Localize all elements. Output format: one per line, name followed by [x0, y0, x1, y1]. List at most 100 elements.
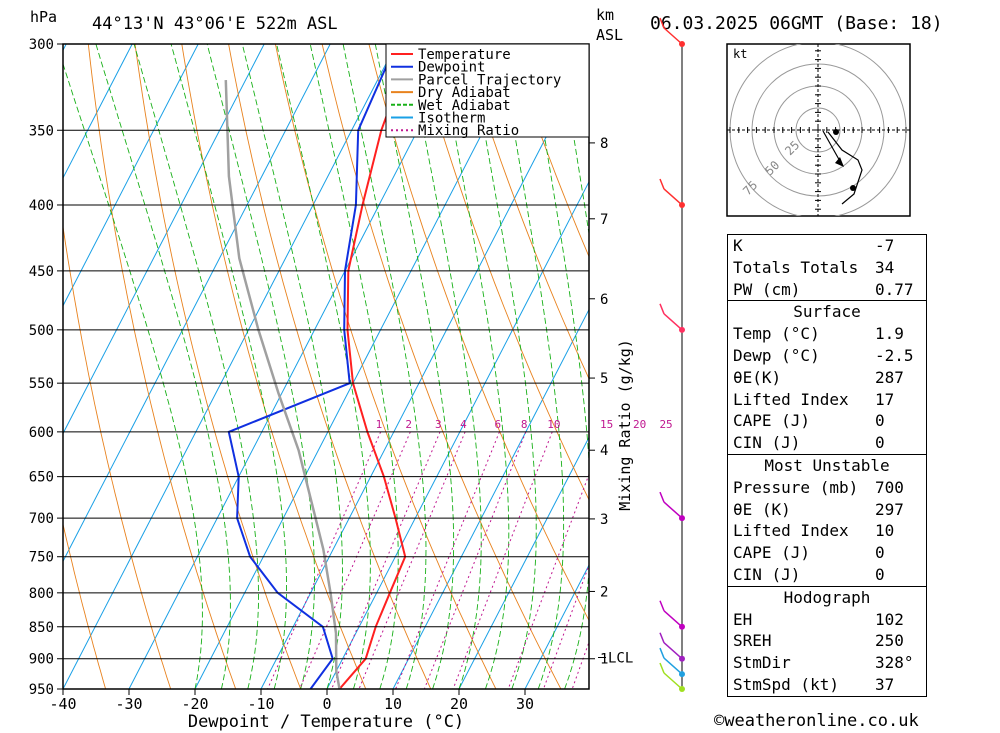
stat-label: PW (cm): [733, 279, 801, 299]
stat-label: Temp (°C): [733, 324, 820, 344]
stat-label: StmDir: [733, 653, 791, 673]
wet-adiabat: [170, 44, 287, 689]
isotherm-line: [326, 180, 589, 689]
most-unstable-row: Pressure (mb) 700: [728, 477, 926, 499]
stat-label: Lifted Index: [733, 521, 849, 541]
x-tick-label: 10: [384, 695, 402, 713]
isotherm-line: [194, 44, 529, 689]
mixing-ratio-label: 20: [633, 418, 646, 431]
plot-frame: [62, 43, 590, 690]
legend-label: Dewpoint: [418, 60, 485, 76]
lcl-label: LCL: [608, 651, 633, 667]
hodograph-stats-row: StmSpd (kt) 37: [728, 674, 926, 696]
stat-label: θE(K): [733, 367, 782, 387]
stat-label: CAPE (J): [733, 411, 811, 431]
stat-value: 0.77: [875, 279, 914, 299]
index-row: Totals Totals 34: [728, 257, 926, 279]
isotherm-line: [63, 44, 199, 307]
legend-label: Parcel Trajectory: [418, 72, 561, 88]
isotherm-line: [458, 436, 589, 689]
p-tick-label: 900: [29, 652, 54, 668]
stat-label: Lifted Index: [733, 389, 849, 409]
stat-value: 700: [875, 477, 904, 497]
storm-motion-arrow: [822, 130, 842, 164]
mixing-ratio-label: 4: [460, 418, 467, 431]
isotherm-line: [63, 44, 397, 689]
mixing-ratio-line: [331, 431, 441, 689]
stat-label: StmSpd (kt): [733, 674, 839, 694]
mixing-ratio-label: 25: [659, 418, 672, 431]
stats-hodograph: Hodograph EH 102 SREH 250 StmDir 328° StmSpd (k…: [727, 585, 927, 697]
stat-value: -2.5: [875, 345, 914, 365]
stat-label: Dewp (°C): [733, 345, 820, 365]
stat-label: CAPE (J): [733, 543, 811, 563]
dry-adiabat: [415, 44, 589, 501]
stat-value: 0: [875, 411, 885, 431]
isotherm-line: [63, 44, 265, 435]
stat-label: Totals Totals: [733, 257, 859, 277]
credit-text: ©weatheronline.co.uk: [714, 711, 919, 731]
mixing-ratio-axis-title: Mixing Ratio (g/kg): [616, 339, 634, 511]
series-dewpoint: [227, 44, 398, 689]
stat-value: 34: [875, 257, 895, 277]
stat-value: 0: [875, 433, 885, 453]
surface-row: Dewp (°C) -2.5: [728, 345, 926, 367]
surface-row: CIN (J) 0: [728, 432, 926, 454]
wind-barb: [659, 303, 683, 331]
plot-area: [63, 44, 1000, 689]
legend-label: Mixing Ratio: [418, 123, 519, 139]
p-tick-label: 600: [29, 425, 54, 441]
most-unstable-row: CIN (J) 0: [728, 564, 926, 586]
mixing-ratio-line: [395, 431, 500, 689]
mixing-ratio-line: [452, 431, 553, 689]
p-tick-label: 950: [29, 682, 54, 698]
most-unstable-row: Lifted Index 10: [728, 520, 926, 542]
index-row: PW (cm) 0.77: [728, 279, 926, 301]
x-tick-label: 20: [450, 695, 468, 713]
wind-barb: [659, 600, 683, 628]
wet-adiabat: [133, 44, 259, 689]
index-row: K -7: [728, 235, 926, 257]
hodograph-end-dot: [850, 185, 856, 191]
surface-row: Temp (°C) 1.9: [728, 323, 926, 345]
dry-adiabat: [508, 44, 589, 258]
stat-label: CIN (J): [733, 564, 801, 584]
most-unstable-title: Most Unstable: [764, 455, 890, 475]
surface-title: Surface: [793, 302, 861, 322]
wet-adiabat: [241, 44, 343, 689]
stats-panel: K -7 Totals Totals 34 PW (cm) 0.77 Surface Tem…: [727, 234, 927, 697]
stat-label: θE (K): [733, 499, 791, 519]
stat-value: 0: [875, 564, 885, 584]
p-tick-label: 550: [29, 376, 54, 392]
x-tick-label: -20: [181, 695, 208, 713]
mixing-ratio-line: [507, 473, 589, 689]
stat-value: 0: [875, 543, 885, 563]
dry-adiabat: [321, 44, 562, 689]
stat-label: Pressure (mb): [733, 477, 859, 497]
hodograph-stats-title: Hodograph: [783, 587, 871, 607]
wet-adiabat: [558, 44, 589, 237]
wet-adiabat: [498, 44, 565, 689]
datetime-title: 06.03.2025 06GMT (Base: 18): [650, 13, 943, 34]
mixing-ratio-line: [423, 431, 527, 689]
km-tick-label: 4: [600, 443, 608, 459]
dry-adiabat: [930, 44, 1000, 689]
wind-barb: [659, 662, 683, 690]
mixing-ratio-label: 1: [376, 418, 383, 431]
wet-adiabat: [437, 44, 510, 689]
wind-barb: [659, 178, 683, 206]
surface-row: θE(K) 287: [728, 367, 926, 389]
x-tick-label: -10: [247, 695, 274, 713]
stat-value: 287: [875, 367, 904, 387]
stat-value: 328°: [875, 653, 914, 673]
mixing-ratio-label: 3: [435, 418, 442, 431]
stat-value: 10: [875, 521, 895, 541]
wind-barb: [659, 647, 683, 675]
p-tick-label: 500: [29, 323, 54, 339]
wind-barb: [659, 491, 683, 519]
km-tick-label: 2: [600, 584, 608, 600]
stat-value: 17: [875, 389, 895, 409]
series-parcel-trajectory: [224, 80, 341, 689]
